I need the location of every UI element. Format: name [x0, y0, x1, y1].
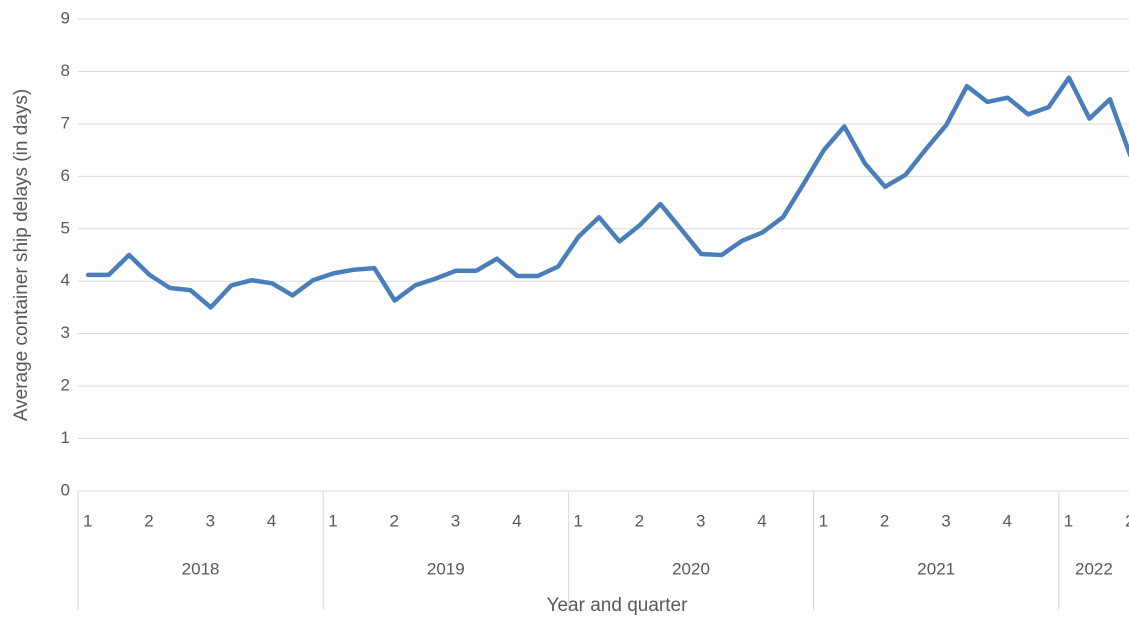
quarter-label: 4	[1003, 511, 1012, 530]
year-label: 2019	[427, 559, 465, 578]
quarter-label: 1	[83, 511, 92, 530]
quarter-label: 3	[206, 511, 215, 530]
quarter-label: 1	[1064, 511, 1073, 530]
year-label: 2018	[182, 559, 220, 578]
quarter-label: 4	[512, 511, 521, 530]
y-tick-label: 5	[61, 218, 70, 237]
line-series	[85, 75, 1129, 310]
y-tick-label: 8	[61, 61, 70, 80]
quarter-label: 2	[880, 511, 889, 530]
quarter-label: 2	[144, 511, 153, 530]
year-label: 2022	[1075, 559, 1113, 578]
y-axis-title: Average container ship delays (in days)	[11, 89, 32, 421]
y-tick-label: 4	[61, 271, 70, 290]
quarter-label: 3	[696, 511, 705, 530]
quarter-label: 2	[390, 511, 399, 530]
quarter-label: 1	[819, 511, 828, 530]
year-label: 2021	[917, 559, 955, 578]
y-tick-label: 0	[61, 480, 70, 499]
x-axis-title: Year and quarter	[547, 595, 689, 616]
y-tick-label: 1	[61, 428, 70, 447]
quarter-label: 1	[328, 511, 337, 530]
year-label: 2020	[672, 559, 710, 578]
quarter-label: 2	[1125, 511, 1129, 530]
quarter-label: 3	[941, 511, 950, 530]
y-tick-label: 9	[61, 8, 70, 27]
y-tick-label: 3	[61, 323, 70, 342]
quarter-label: 1	[573, 511, 582, 530]
quarter-label: 4	[757, 511, 766, 530]
quarter-label: 3	[451, 511, 460, 530]
y-tick-label: 6	[61, 166, 70, 185]
quarter-label: 2	[635, 511, 644, 530]
y-tick-label: 7	[61, 113, 70, 132]
y-tick-label: 2	[61, 376, 70, 395]
quarter-label: 4	[267, 511, 276, 530]
